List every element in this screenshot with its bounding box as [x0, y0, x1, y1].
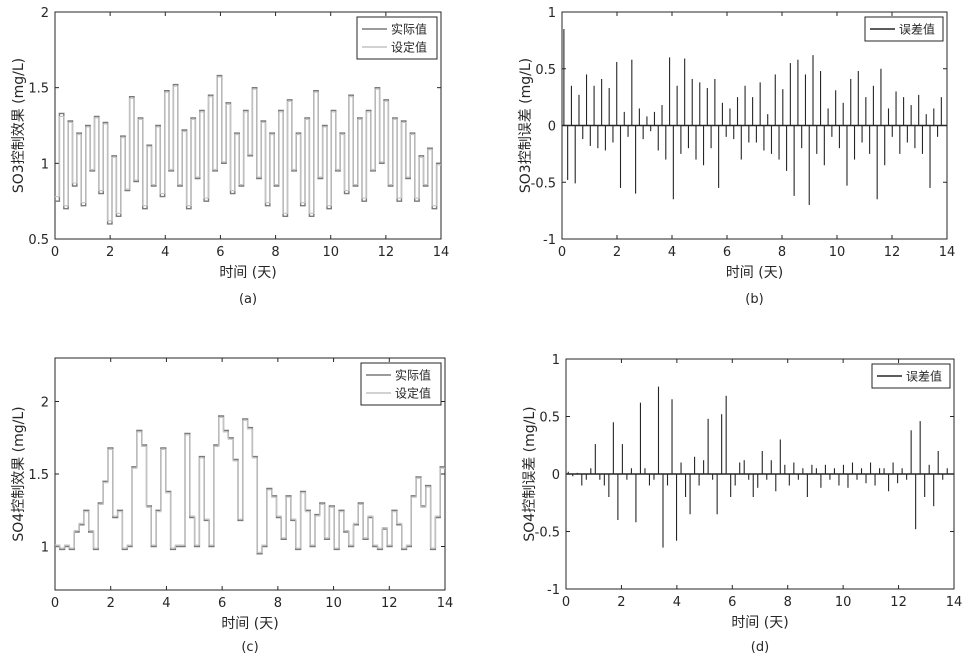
x-axis-label: 时间 (天): [726, 265, 783, 281]
x-axis-label: 时间 (天): [731, 615, 788, 631]
x-tick-label: 6: [216, 245, 224, 260]
y-axis-label: SO4控制效果 (mg/L): [11, 406, 27, 541]
panel-3: 0 2 4 6 8 10 12 14 -1 -0.5 0 0.5 1 时间 (天) SO4控制误差 (mg/…: [522, 353, 962, 655]
y-tick-label: -0.5: [531, 176, 556, 191]
x-tick-label: 2: [617, 595, 625, 610]
x-tick-label: 12: [381, 596, 398, 611]
legend-label-1: 设定值: [395, 386, 431, 401]
x-axis-label: 时间 (天): [219, 265, 276, 281]
panel-caption: (d): [751, 640, 769, 655]
y-tick-label: 0: [552, 468, 560, 483]
legend-label-0: 误差值: [899, 22, 935, 37]
panel-caption: (a): [239, 292, 257, 307]
x-tick-label: 2: [106, 245, 114, 260]
x-tick-label: 10: [325, 596, 342, 611]
x-tick-label: 0: [562, 595, 570, 610]
panel-caption: (b): [745, 292, 763, 307]
x-tick-label: 2: [613, 245, 621, 260]
y-tick-label: -1: [543, 233, 556, 248]
x-tick-label: 8: [784, 595, 792, 610]
y-tick-label: 1: [548, 6, 556, 21]
x-tick-label: 10: [829, 245, 846, 260]
y-tick-label: 1: [41, 541, 49, 556]
y-tick-label: -1: [547, 583, 560, 598]
y-tick-label: 1: [41, 157, 49, 172]
legend-label-0: 实际值: [395, 368, 431, 383]
x-tick-label: 4: [673, 595, 681, 610]
panel-caption: (c): [241, 640, 258, 655]
legend-label-1: 设定值: [391, 40, 427, 55]
x-tick-label: 4: [668, 245, 676, 260]
x-tick-label: 12: [890, 595, 907, 610]
x-tick-label: 0: [558, 245, 566, 260]
legend: 误差值: [872, 364, 950, 388]
y-tick-label: 0.5: [535, 63, 556, 78]
x-tick-label: 14: [437, 596, 454, 611]
legend-label-0: 误差值: [906, 369, 942, 384]
y-tick-label: 1: [552, 353, 560, 368]
legend: 实际值设定值: [357, 17, 437, 59]
x-tick-label: 0: [51, 245, 59, 260]
x-tick-label: 6: [728, 595, 736, 610]
y-axis-label: SO4控制误差 (mg/L): [522, 406, 538, 541]
panel-2: 0 2 4 6 8 10 12 14 1 1.5 2 时间 (天) SO4控制效果 (mg/L) (c) 实…: [11, 358, 453, 655]
y-tick-label: 2: [41, 6, 49, 21]
panel-1: 0 2 4 6 8 10 12 14 -1 -0.5 0 0.5 1 时间 (天) SO3控制误差 (mg/…: [518, 6, 955, 307]
y-tick-label: 0.5: [539, 411, 560, 426]
x-tick-label: 14: [939, 245, 956, 260]
x-axis-label: 时间 (天): [221, 616, 278, 632]
x-tick-label: 6: [218, 596, 226, 611]
x-tick-label: 10: [322, 245, 339, 260]
x-tick-label: 14: [433, 245, 450, 260]
y-axis-label: SO3控制误差 (mg/L): [518, 58, 534, 193]
x-tick-label: 10: [835, 595, 852, 610]
x-tick-label: 14: [946, 595, 963, 610]
y-tick-label: 2: [41, 396, 49, 411]
x-tick-label: 8: [271, 245, 279, 260]
x-tick-label: 2: [107, 596, 115, 611]
x-tick-label: 8: [274, 596, 282, 611]
y-tick-label: 0: [548, 120, 556, 135]
x-tick-label: 12: [884, 245, 901, 260]
y-tick-label: -0.5: [535, 526, 560, 541]
legend: 误差值: [865, 17, 943, 41]
x-tick-label: 6: [723, 245, 731, 260]
y-tick-label: 0.5: [28, 233, 49, 248]
x-tick-label: 0: [51, 596, 59, 611]
figure: 024681012140.511.52时间 (天)SO3控制效果 (mg/L)(…: [0, 0, 969, 666]
y-axis-label: SO3控制效果 (mg/L): [11, 58, 27, 193]
y-tick-label: 1.5: [28, 468, 49, 483]
x-tick-label: 12: [378, 245, 395, 260]
x-tick-label: 4: [162, 596, 170, 611]
y-tick-label: 1.5: [28, 82, 49, 97]
x-tick-label: 8: [778, 245, 786, 260]
panel-0: 0 2 4 6 8 10 12 14 0.5 1 1.5 2 时间 (天) SO3控制效果 (mg/L) (…: [11, 6, 449, 307]
legend-label-0: 实际值: [391, 22, 427, 37]
legend: 实际值设定值: [361, 363, 441, 405]
x-tick-label: 4: [161, 245, 169, 260]
